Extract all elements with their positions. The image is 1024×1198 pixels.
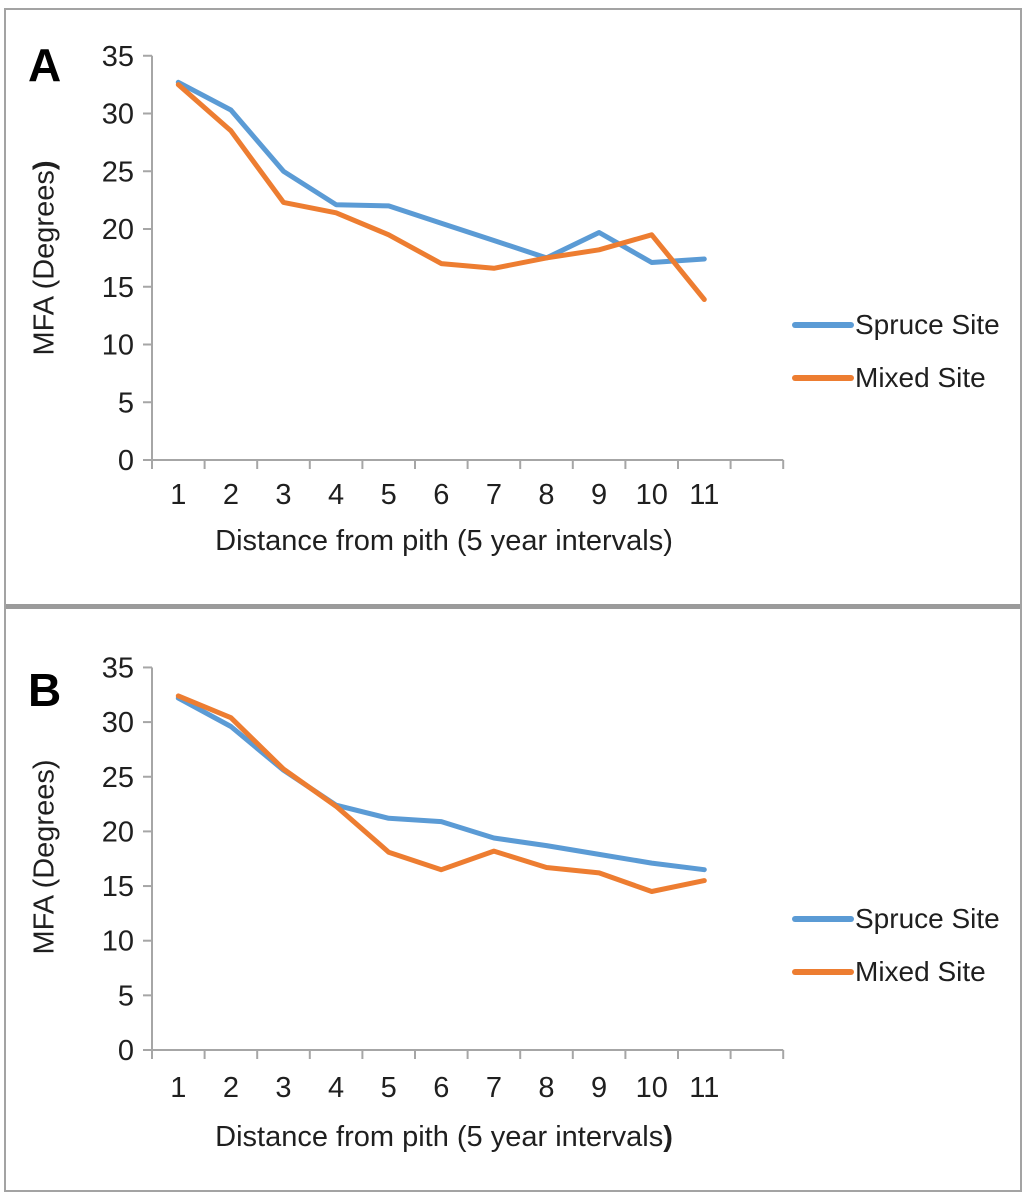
legend-item-spruce: Spruce Site <box>792 302 1000 348</box>
legend-item-mixed: Mixed Site <box>792 949 1000 995</box>
x-tick-label: 9 <box>591 1072 607 1104</box>
legend-label-spruce: Spruce Site <box>855 309 1000 340</box>
figure: 0 5 10 15 20 25 30 35 1 2 3 4 5 6 7 8 9 10 11 A MFA (Degre… <box>4 8 1022 1192</box>
series-line-mixed-site <box>175 82 707 302</box>
x-tick-label: 1 <box>170 1072 186 1104</box>
y-tick-label: 5 <box>118 387 134 419</box>
panel-a-letter: A <box>28 39 62 91</box>
legend-label-spruce: Spruce Site <box>855 903 1000 934</box>
x-tick-label: 3 <box>275 479 291 511</box>
panel-divider <box>6 604 1020 609</box>
x-tick-label: 2 <box>223 1072 239 1104</box>
x-tick-label: 6 <box>433 479 449 511</box>
y-axis-label: MFA (Degrees) <box>29 760 62 955</box>
x-axis-label-text: Distance from pith (5 year intervals) <box>215 525 673 557</box>
x-tick-label: 11 <box>689 479 719 511</box>
x-tick-label: 1 <box>170 479 186 511</box>
y-tick-label: 30 <box>102 707 134 739</box>
legend-item-spruce: Spruce Site <box>792 896 1000 942</box>
y-tick-label: 15 <box>102 871 134 903</box>
chart-b-plot: 0 5 10 15 20 25 30 35 1 2 3 4 5 6 7 8 9 10 11 <box>102 652 785 1104</box>
series-line-spruce-site <box>175 79 707 265</box>
x-axis-label: Distance from pith (5 year intervals) <box>215 525 673 558</box>
y-axis-label-text: MFA (Degrees <box>28 170 61 356</box>
x-tick-label: 4 <box>328 479 344 511</box>
panel-b: 0 5 10 15 20 25 30 35 1 2 3 4 5 6 7 8 9 10 11 B MFA (Degre… <box>6 609 1018 1190</box>
y-axis-label-text: MFA (Degrees) <box>28 759 61 955</box>
y-tick-label: 35 <box>102 652 134 684</box>
x-axis-label: Distance from pith (5 year intervals) <box>215 1121 673 1154</box>
x-tick-label: 4 <box>328 1072 344 1104</box>
x-tick-label: 10 <box>636 479 668 511</box>
legend-label-mixed: Mixed Site <box>855 362 986 393</box>
x-tick-label: 8 <box>538 1072 554 1104</box>
x-tick-label: 5 <box>381 479 397 511</box>
chart-a-plot: 0 5 10 15 20 25 30 35 1 2 3 4 5 6 7 8 9 10 11 <box>102 41 785 511</box>
series-line-mixed-site <box>175 693 707 894</box>
x-tick-label: 10 <box>636 1072 668 1104</box>
x-tick-label: 3 <box>275 1072 291 1104</box>
y-tick-label: 25 <box>102 156 134 188</box>
y-tick-label: 25 <box>102 762 134 794</box>
x-tick-label: 6 <box>433 1072 449 1104</box>
spruce-line-swatch <box>792 322 854 328</box>
y-tick-label: 10 <box>102 330 134 362</box>
y-tick-label: 0 <box>118 1035 134 1067</box>
y-axis-label-bold-suffix: ) <box>28 160 61 171</box>
x-tick-label: 11 <box>689 1072 719 1104</box>
y-tick-label: 35 <box>102 41 134 73</box>
mixed-line-swatch <box>792 375 854 381</box>
panel-a: 0 5 10 15 20 25 30 35 1 2 3 4 5 6 7 8 9 10 11 A MFA (Degre… <box>6 10 1018 604</box>
legend-item-mixed: Mixed Site <box>792 355 1000 401</box>
y-tick-label: 15 <box>102 272 134 304</box>
y-tick-label: 5 <box>118 980 134 1012</box>
x-tick-label: 8 <box>538 479 554 511</box>
legend: Spruce Site Mixed Site <box>792 896 1000 995</box>
x-tick-label: 7 <box>486 1072 502 1104</box>
y-tick-label: 30 <box>102 99 134 131</box>
x-tick-label: 5 <box>381 1072 397 1104</box>
x-axis-label-bold-suffix: ) <box>663 1121 673 1153</box>
x-tick-label: 7 <box>486 479 502 511</box>
legend: Spruce Site Mixed Site <box>792 302 1000 401</box>
y-tick-label: 0 <box>118 445 134 477</box>
mixed-line-swatch <box>792 969 854 975</box>
panel-b-letter: B <box>28 664 62 716</box>
x-axis-label-text: Distance from pith (5 year intervals <box>215 1121 664 1153</box>
series-line-spruce-site <box>175 695 707 873</box>
y-tick-label: 20 <box>102 816 134 848</box>
spruce-line-swatch <box>792 916 854 922</box>
y-tick-label: 10 <box>102 926 134 958</box>
legend-label-mixed: Mixed Site <box>855 956 986 987</box>
x-tick-label: 2 <box>223 479 239 511</box>
y-axis-label: MFA (Degrees) <box>29 160 62 355</box>
y-tick-label: 20 <box>102 214 134 246</box>
x-tick-label: 9 <box>591 479 607 511</box>
